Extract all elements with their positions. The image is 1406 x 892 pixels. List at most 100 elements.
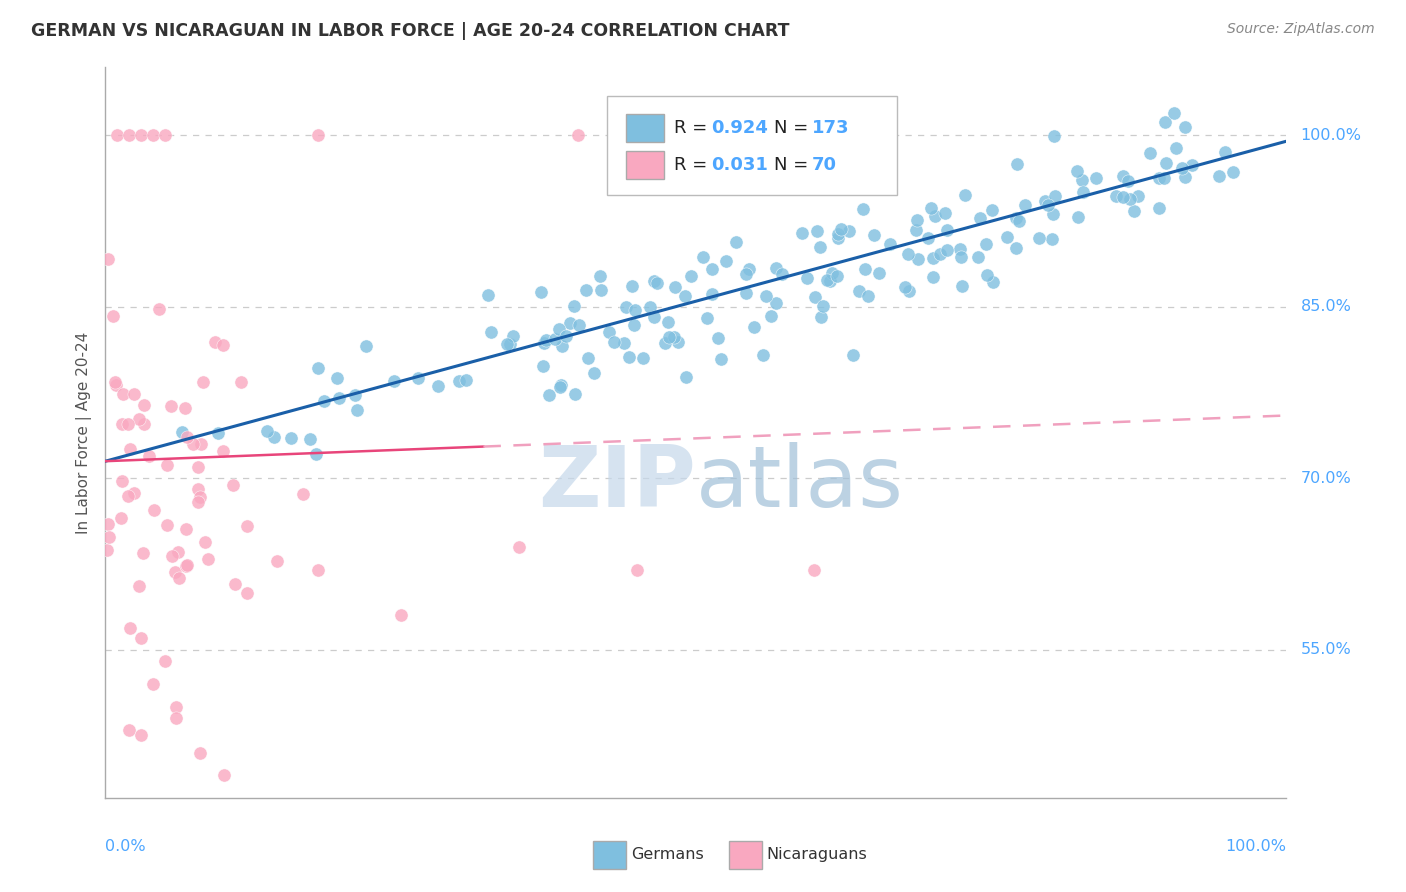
Point <box>820 274 842 288</box>
Point <box>810 310 832 324</box>
Point <box>658 329 681 343</box>
Point <box>165 699 187 714</box>
Point <box>174 558 197 573</box>
Point <box>679 268 702 283</box>
Point <box>148 301 170 316</box>
Point <box>1067 210 1090 224</box>
Point <box>1163 105 1185 120</box>
Point <box>142 677 165 691</box>
Point <box>567 128 589 143</box>
Point <box>1128 189 1150 203</box>
Point <box>724 235 747 250</box>
Point <box>623 303 645 318</box>
Point <box>174 522 197 536</box>
Point <box>128 579 150 593</box>
Point <box>128 412 150 426</box>
Point <box>620 278 643 293</box>
Point <box>568 318 591 332</box>
Point <box>742 319 765 334</box>
Point <box>917 231 939 245</box>
Point <box>138 449 160 463</box>
Point <box>1045 189 1067 203</box>
Point <box>1005 157 1028 171</box>
Point <box>1008 214 1031 228</box>
Point <box>662 330 685 344</box>
Point <box>1085 171 1108 186</box>
Point <box>976 268 998 282</box>
Point <box>1066 164 1088 178</box>
Point <box>159 399 181 413</box>
Point <box>111 387 134 401</box>
Point <box>562 299 585 313</box>
Point <box>328 392 350 406</box>
Point <box>804 290 827 304</box>
Point <box>190 437 212 451</box>
Point <box>550 377 572 392</box>
Point <box>111 417 134 431</box>
Point <box>1111 169 1133 183</box>
Point <box>1028 230 1050 244</box>
Point <box>406 371 429 385</box>
Point <box>1171 161 1194 175</box>
Point <box>312 393 335 408</box>
Point <box>626 563 648 577</box>
Point <box>550 339 572 353</box>
Point <box>538 388 561 402</box>
Point <box>204 334 226 349</box>
Point <box>176 558 198 572</box>
Point <box>1033 194 1056 208</box>
Point <box>614 300 637 314</box>
Point <box>1071 185 1094 199</box>
Point <box>897 247 920 261</box>
Point <box>499 337 522 351</box>
Text: 0.0%: 0.0% <box>105 838 146 854</box>
Text: N =: N = <box>773 156 814 174</box>
Point <box>702 262 724 277</box>
Point <box>122 486 145 500</box>
Point <box>105 128 128 143</box>
Point <box>696 310 718 325</box>
Point <box>827 227 849 241</box>
Point <box>97 252 120 266</box>
Point <box>860 177 883 191</box>
Point <box>838 224 860 238</box>
Point <box>153 654 176 668</box>
Point <box>879 236 901 251</box>
Point <box>307 563 329 577</box>
Point <box>645 276 668 290</box>
Point <box>142 503 165 517</box>
Point <box>893 280 915 294</box>
Point <box>848 284 870 298</box>
Point <box>949 251 972 265</box>
Point <box>564 386 586 401</box>
Point <box>447 374 470 388</box>
Point <box>479 325 502 339</box>
Point <box>1174 120 1197 134</box>
Point <box>707 331 730 345</box>
Point <box>643 274 665 288</box>
Point <box>104 377 127 392</box>
Point <box>256 424 278 438</box>
Point <box>815 273 838 287</box>
Point <box>170 425 193 439</box>
Point <box>981 202 1004 217</box>
Point <box>118 723 141 737</box>
Point <box>97 516 120 531</box>
Point <box>1153 115 1175 129</box>
Point <box>755 289 778 303</box>
Point <box>160 549 183 563</box>
Point <box>981 275 1004 289</box>
Point <box>508 540 530 554</box>
Point <box>307 128 329 143</box>
Point <box>735 267 758 281</box>
Text: 100.0%: 100.0% <box>1226 838 1286 854</box>
Point <box>142 128 165 143</box>
Point <box>1154 155 1177 169</box>
Point <box>120 442 142 456</box>
Point <box>212 444 235 458</box>
Text: Nicaraguans: Nicaraguans <box>766 847 868 863</box>
Point <box>1042 207 1064 221</box>
Point <box>117 489 139 503</box>
Point <box>576 351 599 365</box>
Point <box>830 222 852 236</box>
